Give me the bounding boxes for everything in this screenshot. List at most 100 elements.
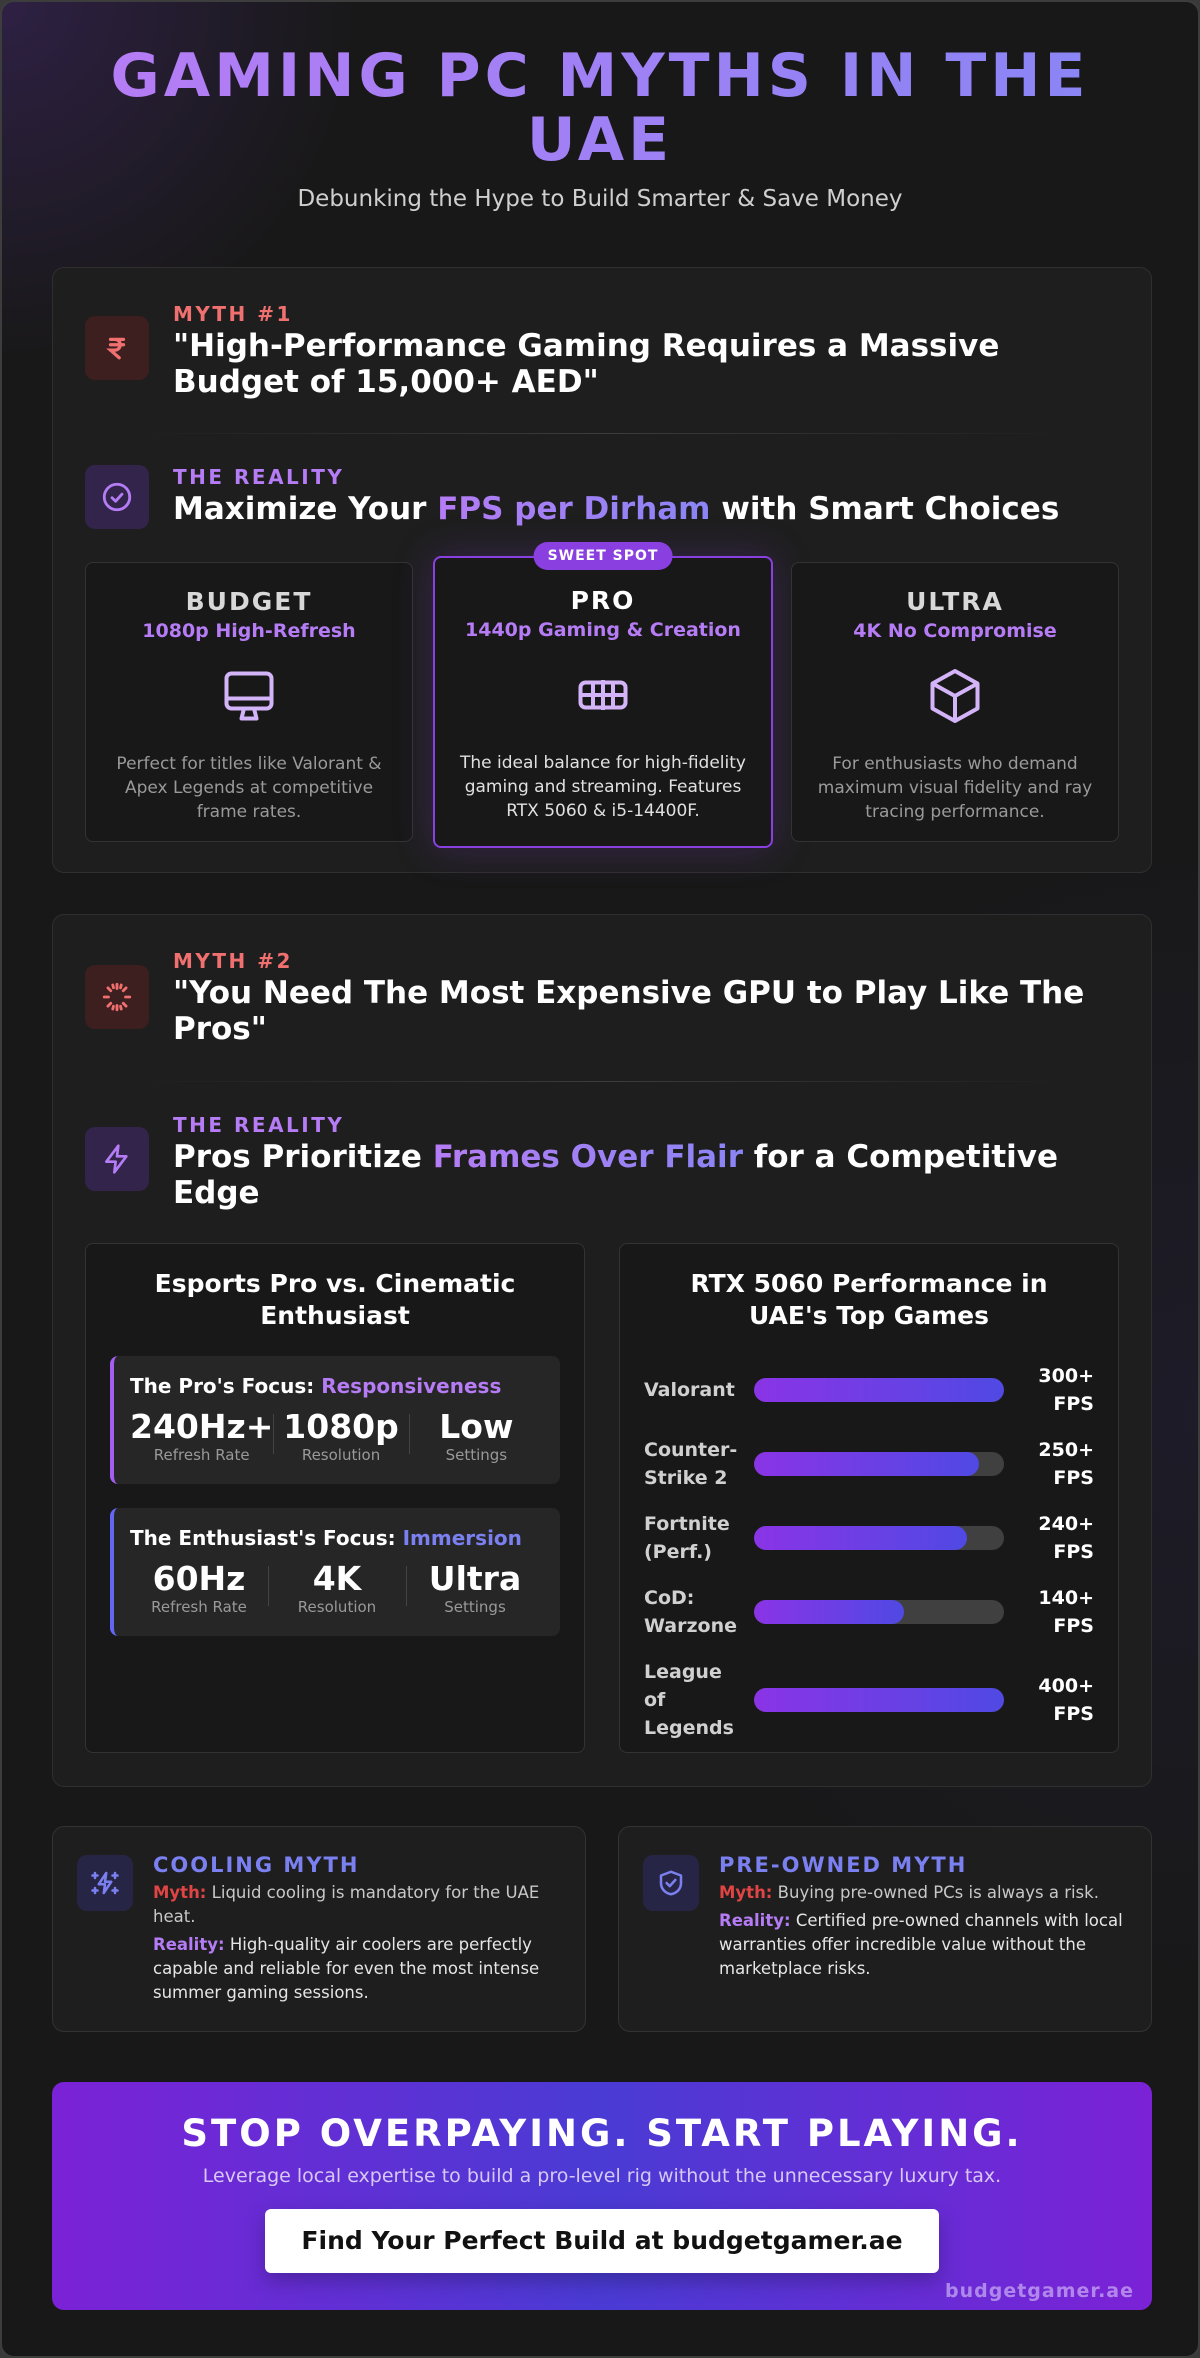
rupee-icon [85, 316, 149, 380]
bar-row: Fortnite (Perf.) 240+ FPS [644, 1510, 1094, 1566]
stats-row: 60Hz Refresh Rate 4K Resolution Ultra Setti… [114, 1559, 560, 1617]
headline-text: with Smart Choices [710, 491, 1060, 527]
bar-fill [754, 1526, 967, 1550]
stat: 60Hz Refresh Rate [130, 1559, 268, 1617]
preowned-myth-card: PRE-OWNED MYTH Myth: Buying pre-owned PC… [618, 1826, 1152, 2032]
bar-fill [754, 1600, 904, 1624]
cube-icon [925, 666, 985, 726]
sparkle-bolt-icon [77, 1855, 133, 1911]
stat-value: 60Hz [152, 1559, 246, 1598]
fps-value: 400+ FPS [1038, 1675, 1094, 1725]
headline-highlight: Frames Over Flair [432, 1139, 743, 1175]
stat-value: 4K [312, 1559, 362, 1598]
tier-name: PRO [570, 586, 636, 615]
tier-card-pro: SWEET SPOT PRO 1440p Gaming & Creation T… [433, 542, 773, 848]
reality-text: Reality: High-quality air coolers are pe… [153, 1933, 561, 2005]
game-name: Counter-Strike 2 [644, 1439, 738, 1489]
tier-name: ULTRA [906, 587, 1004, 616]
focus-label: The Pro's Focus: [130, 1374, 322, 1398]
myth-label: MYTH #2 [173, 949, 293, 973]
game-name: CoD: Warzone [644, 1587, 737, 1637]
card-body: COOLING MYTH Myth: Liquid cooling is man… [153, 1853, 561, 2005]
myth-quote: "You Need The Most Expensive GPU to Play… [173, 975, 1085, 1047]
stat-label: Refresh Rate [153, 1446, 250, 1464]
myth-label: Myth: [719, 1883, 773, 1902]
tier-description: For enthusiasts who demand maximum visua… [817, 754, 1093, 822]
fps-value: 300+ FPS [1038, 1365, 1094, 1415]
stat-value: Low [439, 1407, 514, 1446]
game-name: Valorant [644, 1379, 735, 1401]
card-title: COOLING MYTH [153, 1853, 360, 1877]
myth-1-header: MYTH #1 "High-Performance Gaming Require… [85, 302, 1119, 400]
stat-label: Settings [444, 1598, 506, 1616]
reality-1-header: THE REALITY Maximize Your FPS per Dirham… [85, 465, 1119, 529]
myth-2-header: MYTH #2 "You Need The Most Expensive GPU… [85, 949, 1119, 1047]
focus-accent: Immersion [402, 1526, 522, 1550]
monitor-icon [219, 666, 279, 726]
bar-track [754, 1378, 1004, 1402]
headline-text: for a Competitive Edge [173, 1139, 1059, 1211]
myth-quote: "High-Performance Gaming Requires a Mass… [173, 328, 1000, 400]
tier-card-budget: BUDGET 1080p High-Refresh Perfect for ti… [85, 562, 413, 842]
bar-fill [754, 1452, 979, 1476]
game-name: Fortnite (Perf.) [644, 1513, 730, 1563]
myth-text: Myth: Buying pre-owned PCs is always a r… [719, 1881, 1127, 1905]
stat-value: Ultra [428, 1559, 522, 1598]
stat: 4K Resolution [268, 1560, 406, 1616]
divider [133, 1081, 1071, 1082]
fps-bar-chart: Valorant 300+ FPS Counter-Strike 2 250+ … [644, 1362, 1094, 1760]
tier-subtitle: 4K No Compromise [853, 620, 1057, 642]
reality-headline: Maximize Your FPS per Dirham with Smart … [173, 491, 1059, 527]
fps-value: 240+ FPS [1038, 1513, 1094, 1563]
pro-focus-card: The Pro's Focus: Responsiveness 240Hz+ Re… [110, 1356, 560, 1484]
bar-track [754, 1452, 1004, 1476]
headline-text: Pros Prioritize [173, 1139, 433, 1175]
reality-label: THE REALITY [173, 1113, 345, 1137]
stat-label: Refresh Rate [151, 1598, 247, 1616]
tier-subtitle: 1080p High-Refresh [142, 620, 356, 642]
stat-label: Settings [445, 1446, 508, 1464]
stat: 240Hz+ Refresh Rate [130, 1407, 274, 1465]
myth-label: MYTH #1 [173, 302, 293, 326]
loader-icon [85, 965, 149, 1029]
focus-title: The Enthusiast's Focus: Immersion [130, 1526, 560, 1550]
cooling-myth-card: COOLING MYTH Myth: Liquid cooling is man… [52, 1826, 586, 2032]
focus-accent: Responsiveness [321, 1374, 502, 1398]
reality-label: Reality: [719, 1911, 791, 1930]
headline-highlight: FPS per Dirham [437, 491, 711, 527]
find-build-button[interactable]: Find Your Perfect Build at budgetgamer.a… [265, 2209, 939, 2273]
myth-label: Myth: [153, 1883, 207, 1902]
bar-row: Counter-Strike 2 250+ FPS [644, 1436, 1094, 1492]
stat-label: Resolution [297, 1598, 377, 1616]
bar-fill [754, 1688, 1004, 1712]
card-title: PRE-OWNED MYTH [719, 1853, 968, 1877]
bar-track [754, 1688, 1004, 1712]
headline-text: Maximize Your [173, 491, 438, 527]
stat-value: 240Hz+ [130, 1407, 274, 1446]
bar-track [754, 1526, 1004, 1550]
header: GAMING PC MYTHS IN THE UAE Debunking the… [2, 2, 1198, 212]
lightning-icon [85, 1127, 149, 1191]
cta-subtitle: Leverage local expertise to build a pro-… [202, 2165, 1002, 2187]
tier-card-ultra: ULTRA 4K No Compromise For enthusiasts w… [791, 562, 1119, 842]
reality-body: High-quality air coolers are perfectly c… [153, 1935, 540, 2002]
stat: 1080p Resolution [273, 1408, 408, 1464]
myth-2-section: MYTH #2 "You Need The Most Expensive GPU… [52, 914, 1152, 1787]
bar-row: Valorant 300+ FPS [644, 1362, 1094, 1418]
tier-name: BUDGET [185, 587, 313, 616]
brand-watermark: budgetgamer.ae [945, 2280, 1134, 2302]
stat: Low Settings [408, 1407, 544, 1464]
gpu-icon [573, 665, 633, 725]
bar-row: League of Legends 400+ FPS [644, 1658, 1094, 1742]
tier-description: Perfect for titles like Valorant & Apex … [116, 754, 382, 822]
stat: Ultra Settings [406, 1560, 544, 1616]
panel-title: RTX 5060 Performance in UAE's Top Games [690, 1269, 1048, 1330]
sweet-spot-badge: SWEET SPOT [533, 542, 673, 570]
reality-text: Reality: Certified pre-owned channels wi… [719, 1909, 1127, 1981]
cta-title: STOP OVERPAYING. START PLAYING. [181, 2112, 1023, 2155]
focus-title: The Pro's Focus: Responsiveness [130, 1374, 560, 1398]
cta-banner: STOP OVERPAYING. START PLAYING. Leverage… [52, 2082, 1152, 2310]
reality-label: Reality: [153, 1935, 225, 1954]
bar-track [754, 1600, 1004, 1624]
